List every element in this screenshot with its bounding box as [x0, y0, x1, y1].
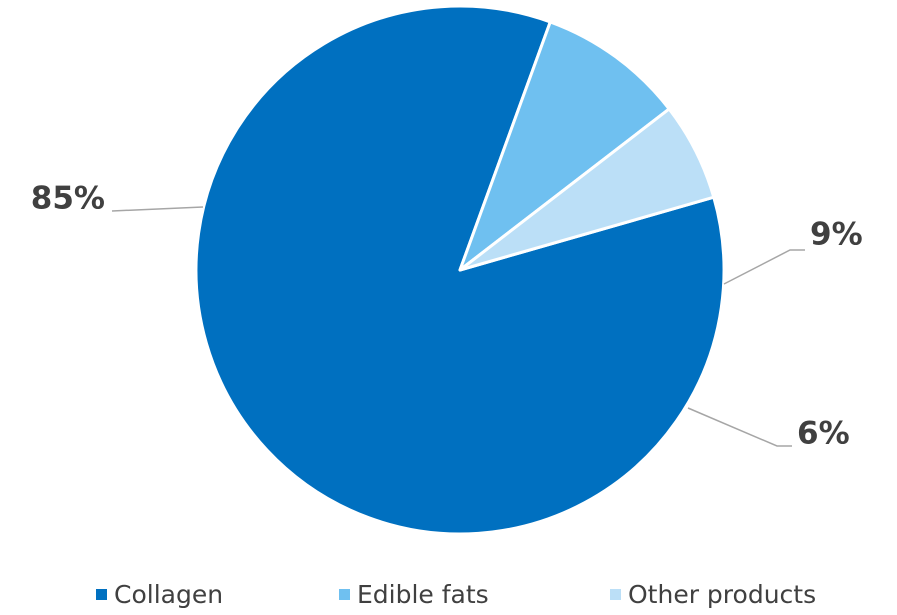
pie-chart: 85% 9% 6% [31, 4, 863, 536]
data-label-other-products: 6% [797, 416, 850, 452]
legend-swatch-collagen [96, 589, 107, 600]
legend: Collagen Edible fats Other products [0, 580, 897, 614]
data-label-collagen: 85% [31, 181, 105, 217]
legend-swatch-other-products [610, 589, 621, 600]
legend-item-edible-fats: Edible fats [339, 580, 489, 609]
legend-label-other-products: Other products [628, 580, 817, 609]
leader-line-other-products [687, 407, 792, 447]
legend-swatch-edible-fats [339, 589, 350, 600]
legend-label-collagen: Collagen [114, 580, 224, 609]
pie-slice-other-products [458, 107, 716, 272]
legend-item-collagen: Collagen [96, 580, 223, 609]
leader-lines [111, 206, 805, 447]
pie-slice-edible-fats [458, 20, 671, 272]
leader-line-collagen [111, 206, 204, 212]
legend-item-other-products: Other products [610, 580, 816, 609]
leader-line-edible-fats [723, 249, 805, 285]
pie-slices [194, 4, 726, 536]
data-labels: 85% 9% 6% [31, 181, 863, 452]
data-label-edible-fats: 9% [810, 217, 863, 253]
legend-label-edible-fats: Edible fats [357, 580, 489, 609]
